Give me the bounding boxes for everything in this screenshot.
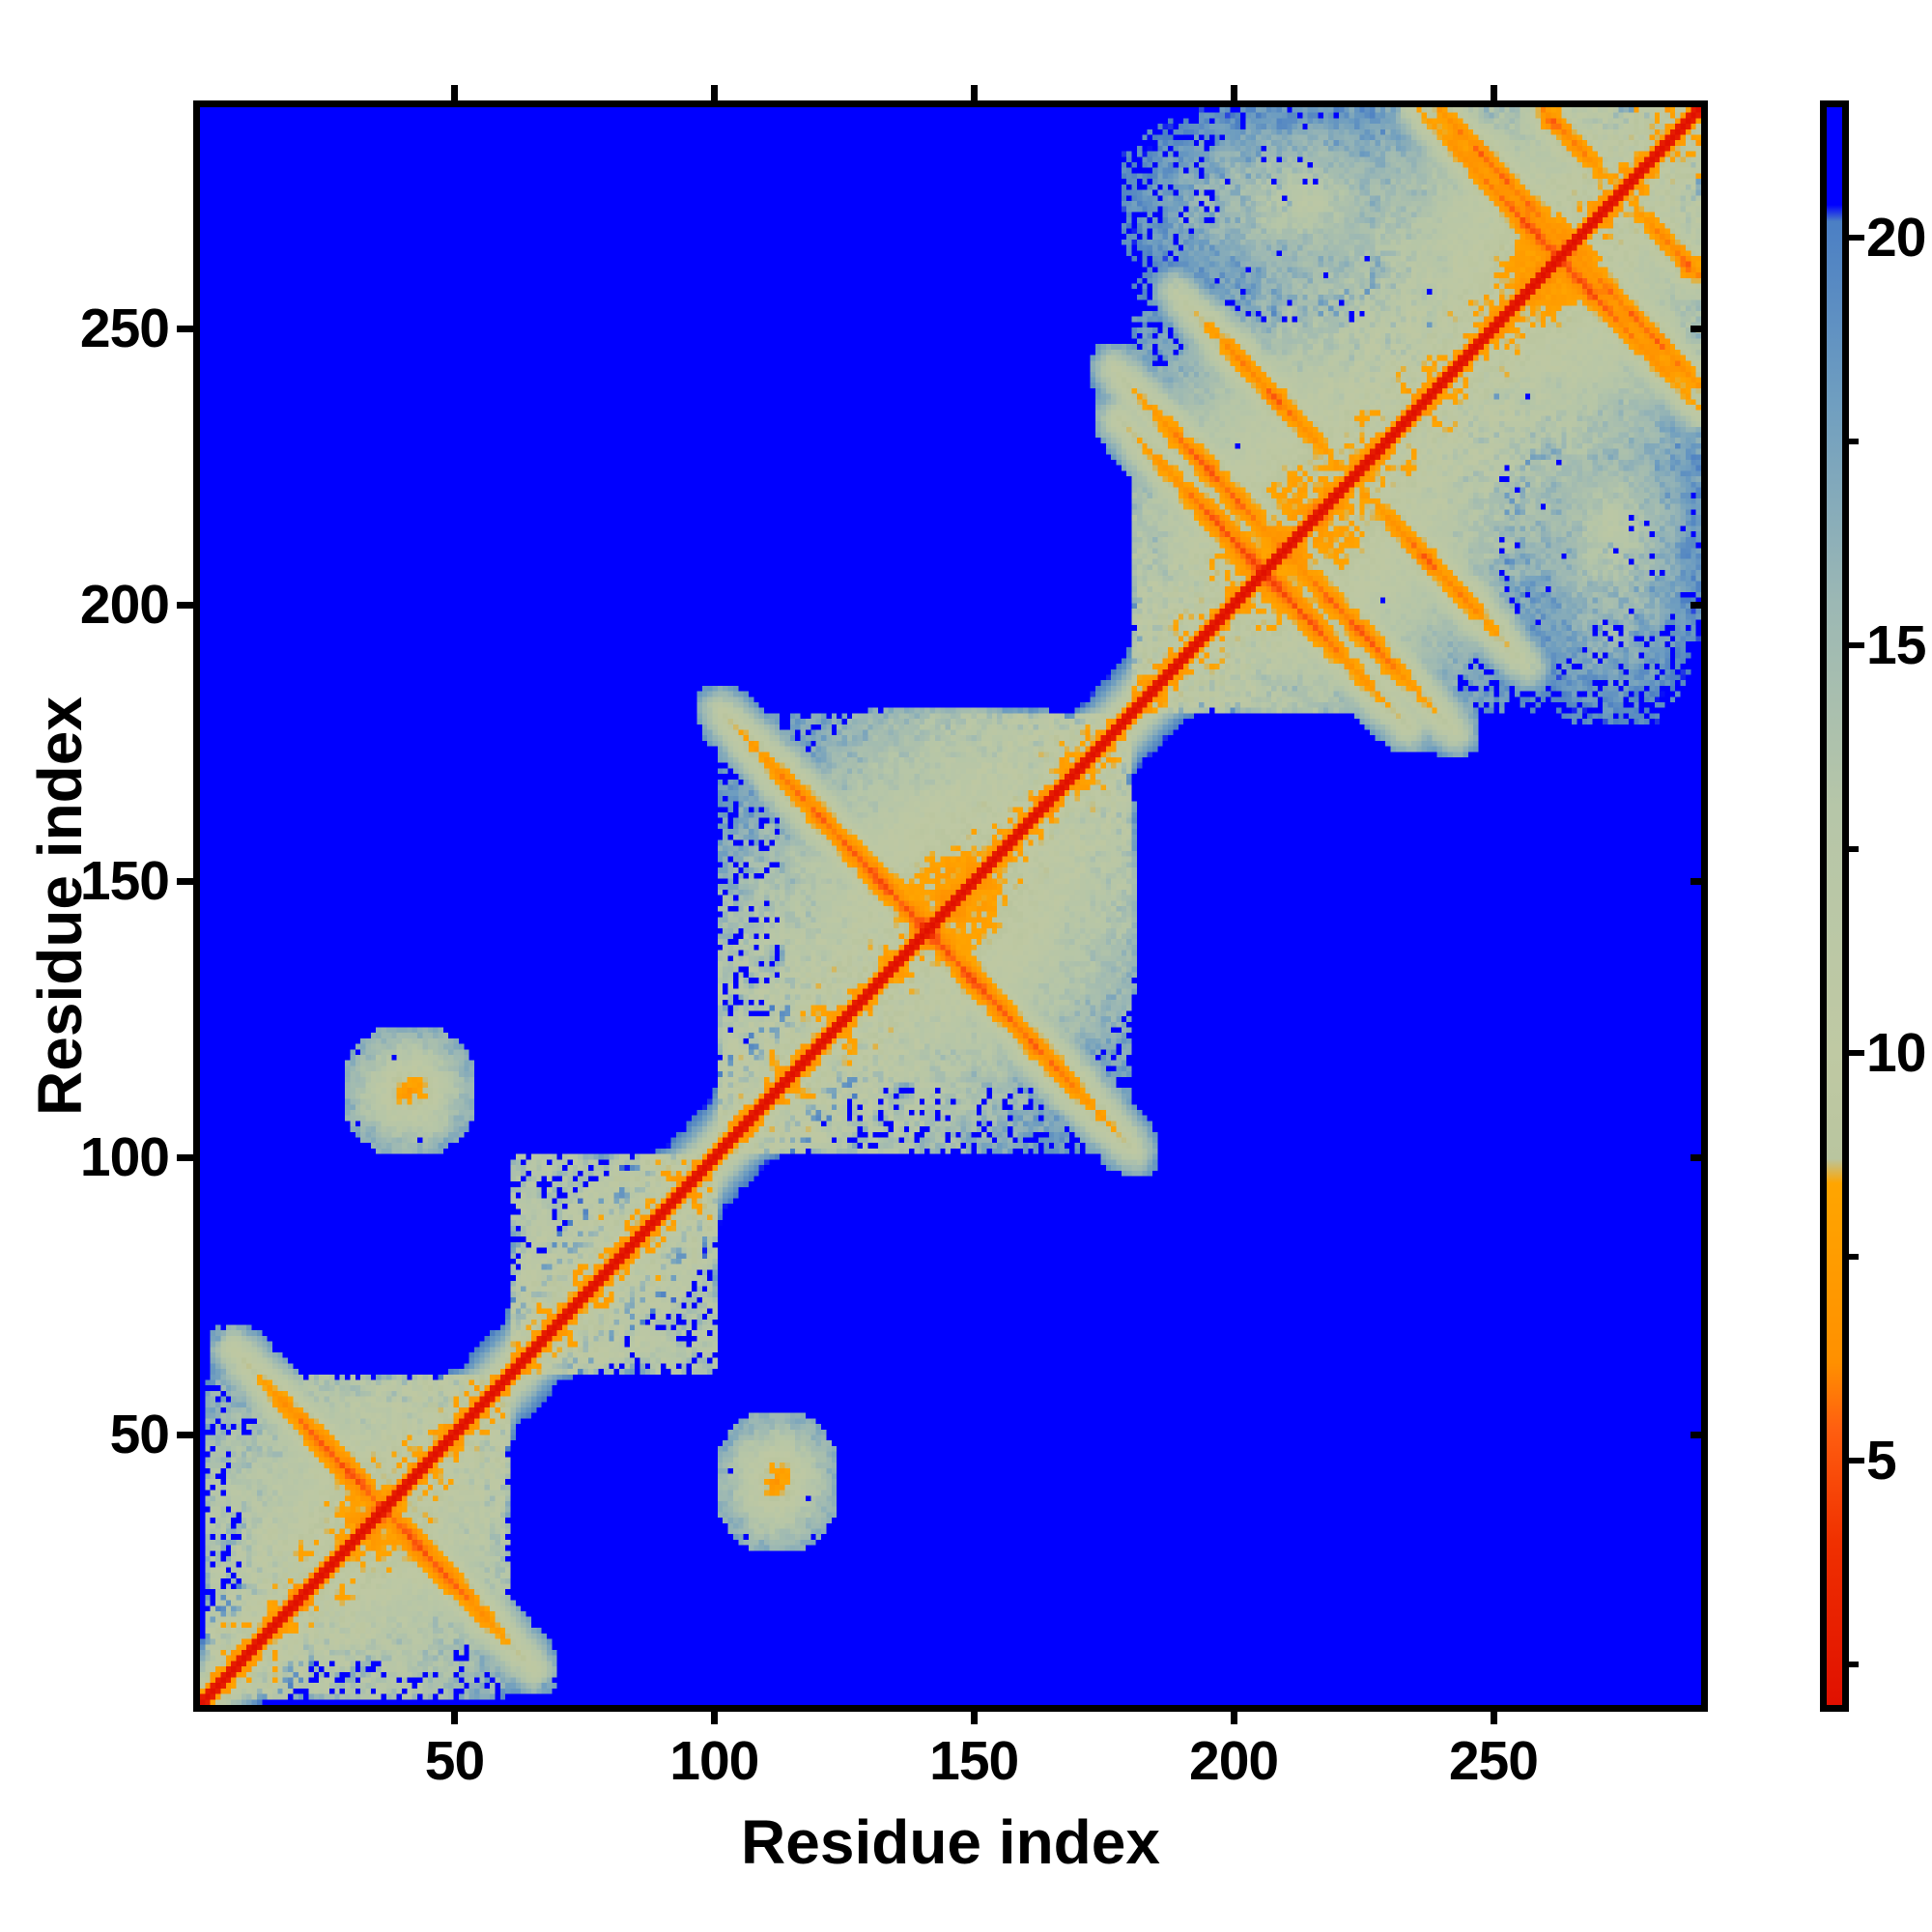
y-tick-right-200 xyxy=(1690,602,1708,610)
y-tick-label-50: 50 xyxy=(109,1403,170,1465)
x-tick-label-100: 100 xyxy=(669,1730,759,1792)
colorbar-gradient xyxy=(1827,107,1842,1705)
distance-map-plot xyxy=(193,100,1708,1712)
colorbar-tick-label-15: 15 xyxy=(1866,613,1926,676)
y-tick-100 xyxy=(177,1154,196,1162)
y-tick-label-250: 250 xyxy=(79,297,170,359)
colorbar-minor-tick xyxy=(1849,438,1859,444)
x-tick-250 xyxy=(1490,1705,1497,1724)
x-tick-label-200: 200 xyxy=(1188,1730,1279,1792)
heatmap-canvas xyxy=(200,107,1701,1705)
y-tick-label-100: 100 xyxy=(79,1126,170,1189)
x-tick-top-100 xyxy=(711,85,719,102)
x-tick-label-50: 50 xyxy=(424,1730,485,1792)
colorbar xyxy=(1820,100,1849,1712)
y-tick-50 xyxy=(177,1431,196,1438)
colorbar-tick-15 xyxy=(1849,641,1864,648)
x-tick-label-250: 250 xyxy=(1448,1730,1539,1792)
colorbar-minor-tick xyxy=(1849,1661,1859,1667)
y-tick-right-50 xyxy=(1690,1431,1708,1438)
x-tick-top-200 xyxy=(1231,85,1238,102)
y-tick-right-100 xyxy=(1690,1154,1708,1162)
colorbar-minor-tick xyxy=(1849,1253,1859,1260)
x-tick-50 xyxy=(451,1705,459,1724)
colorbar-tick-label-5: 5 xyxy=(1866,1429,1897,1492)
x-tick-label-150: 150 xyxy=(929,1730,1019,1792)
colorbar-tick-label-20: 20 xyxy=(1866,207,1926,270)
colorbar-tick-label-10: 10 xyxy=(1866,1021,1926,1084)
x-tick-top-150 xyxy=(971,85,979,102)
y-tick-right-250 xyxy=(1690,325,1708,332)
x-axis-title: Residue index xyxy=(741,1807,1160,1877)
x-tick-top-50 xyxy=(451,85,459,102)
y-tick-150 xyxy=(177,878,196,886)
colorbar-minor-tick xyxy=(1849,845,1859,852)
y-tick-250 xyxy=(177,325,196,332)
y-tick-right-150 xyxy=(1690,878,1708,886)
y-tick-label-200: 200 xyxy=(79,574,170,637)
y-tick-200 xyxy=(177,602,196,610)
x-tick-200 xyxy=(1231,1705,1238,1724)
colorbar-tick-10 xyxy=(1849,1049,1864,1056)
colorbar-tick-5 xyxy=(1849,1457,1864,1463)
colorbar-tick-20 xyxy=(1849,235,1864,242)
x-tick-150 xyxy=(971,1705,979,1724)
x-tick-top-250 xyxy=(1490,85,1497,102)
y-tick-label-150: 150 xyxy=(79,850,170,913)
x-tick-100 xyxy=(711,1705,719,1724)
y-axis-title: Residue index xyxy=(25,696,95,1116)
